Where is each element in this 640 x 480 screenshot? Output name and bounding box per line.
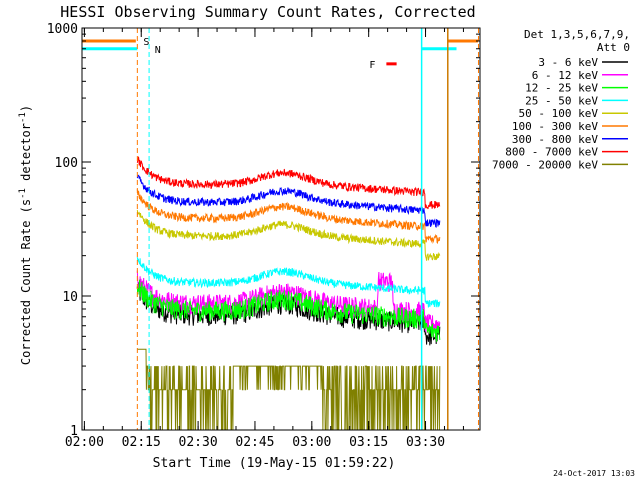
legend-label-4: 50 - 100 keV: [519, 107, 599, 120]
legend-label-6: 300 - 800 keV: [512, 133, 598, 146]
legend-label-1: 6 - 12 keV: [532, 69, 599, 82]
x-tick-label-2: 02:30: [179, 435, 218, 450]
x-tick-label-4: 03:00: [292, 435, 331, 450]
x-tick-label-6: 03:30: [406, 435, 445, 450]
x-axis-label: Start Time (19-May-15 01:59:22): [153, 456, 396, 471]
axes: 02:00 02:15 02:30 02:45 03:00 03:15 03:30 1 10 10…: [47, 22, 481, 450]
series-line-6: [136, 174, 441, 228]
legend-label-7: 800 - 7000 keV: [505, 146, 598, 159]
series-line-2: [136, 279, 441, 342]
legend-label-8: 7000 - 20000 keV: [492, 158, 598, 171]
plot-area: SN F: [82, 28, 479, 431]
flag-label-s: S: [143, 37, 149, 48]
y-tick-label-1: 10: [62, 290, 78, 305]
series-line-7: [136, 156, 441, 210]
legend-label-0: 3 - 6 keV: [538, 56, 598, 69]
y-axis-label: Corrected Count Rate (s-1 detector-1): [18, 105, 33, 365]
legend-header-line-2: Att 0: [597, 41, 630, 54]
legend-label-2: 12 - 25 keV: [525, 82, 598, 95]
series-line-3: [136, 257, 441, 308]
x-tick-label-3: 02:45: [235, 435, 274, 450]
y-tick-label-2: 100: [55, 156, 78, 171]
series-line-5: [136, 189, 441, 245]
x-tick-label-5: 03:15: [349, 435, 388, 450]
chart-title: HESSI Observing Summary Count Rates, Cor…: [60, 3, 475, 21]
series-line-4: [136, 209, 441, 261]
x-tick-label-1: 02:15: [122, 435, 161, 450]
timestamp: 24-Oct-2017 13:03: [553, 469, 635, 478]
plot-frame: [81, 27, 481, 431]
legend-label-3: 25 - 50 keV: [525, 94, 598, 107]
x-tick-label-0: 02:00: [65, 435, 104, 450]
legend-header-line-1: Det 1,3,5,6,7,9,: [524, 28, 630, 41]
y-tick-label-0: 1: [70, 424, 78, 439]
flag-label-n: N: [155, 45, 161, 56]
series-line-8: [137, 348, 441, 431]
flag-label-f: F: [369, 60, 375, 71]
y-tick-label-3: 1000: [47, 22, 78, 37]
legend-label-5: 100 - 300 keV: [512, 120, 598, 133]
